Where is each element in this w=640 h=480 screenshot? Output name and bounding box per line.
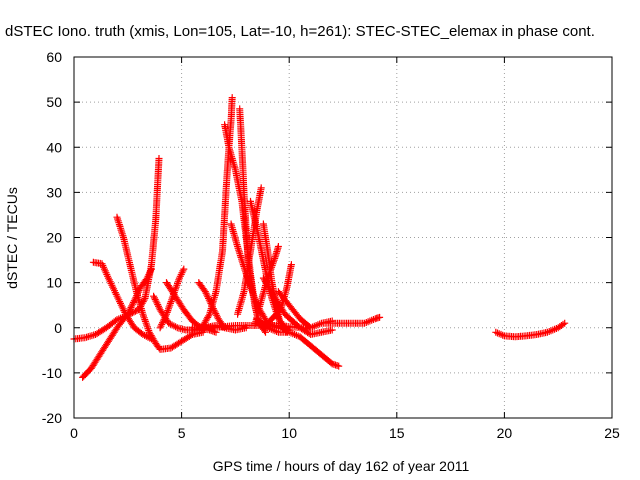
grid-lines [74,57,612,418]
x-tick-label: 15 [389,425,405,441]
plus-markers [70,94,569,381]
data-points [70,94,569,381]
chart-title: dSTEC Iono. truth (xmis, Lon=105, Lat=-1… [5,23,595,40]
y-tick-label: -10 [42,365,62,381]
x-tick-label: 5 [178,425,186,441]
x-tick-label: 10 [281,425,297,441]
plot-frame [73,56,613,419]
y-tick-label: 60 [46,49,62,65]
x-tick-label: 0 [70,425,78,441]
x-tick-label: 20 [497,425,513,441]
y-tick-label: 10 [46,275,62,291]
x-axis-label: GPS time / hours of day 162 of year 2011 [213,458,470,474]
axis-ticks: 0 5 10 15 20 25 -20 -10 0 10 20 30 40 50 60 [42,49,620,441]
y-axis-label: dSTEC / TECUs [4,187,20,289]
y-tick-label: 30 [46,184,62,200]
y-tick-label: -20 [42,410,62,426]
x-tick-label: 25 [604,425,620,441]
y-tick-label: 40 [46,139,62,155]
y-tick-label: 20 [46,230,62,246]
y-tick-label: 0 [54,320,62,336]
y-tick-label: 50 [46,94,62,110]
